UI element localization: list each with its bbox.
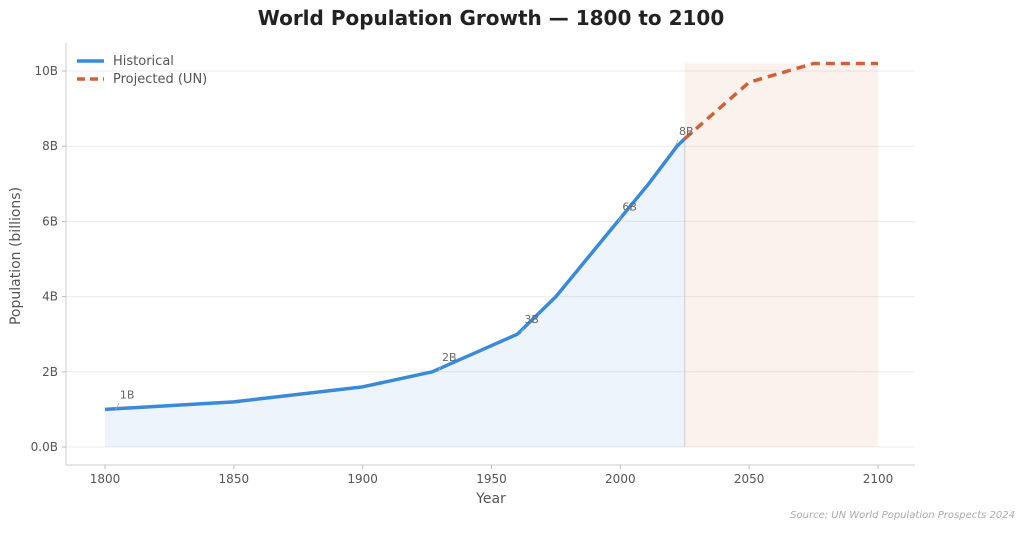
historical-area bbox=[105, 138, 685, 447]
y-tick-label: 6B bbox=[42, 214, 58, 228]
annotation-arrow bbox=[115, 403, 120, 410]
annotation-arrow bbox=[674, 140, 679, 147]
legend-projected-label: Projected (UN) bbox=[113, 72, 207, 87]
projected-line bbox=[683, 61, 878, 140]
annotation-label: 3B bbox=[524, 313, 539, 326]
annotation-label: 2B bbox=[442, 351, 457, 364]
x-tick-label: 2050 bbox=[734, 472, 765, 486]
legend: Historical Projected (UN) bbox=[77, 54, 207, 87]
y-tick-label: 2B bbox=[42, 365, 58, 379]
x-tick-label: 1950 bbox=[476, 472, 507, 486]
x-tick-label: 1850 bbox=[219, 472, 250, 486]
x-tick-label: 2000 bbox=[605, 472, 636, 486]
legend-historical-label: Historical bbox=[113, 54, 174, 69]
annotation-arrow bbox=[617, 215, 622, 222]
y-tick-label: 0.0B bbox=[31, 440, 58, 454]
y-axis-label: Population (billions) bbox=[8, 187, 24, 325]
annotation-arrow bbox=[437, 365, 442, 372]
x-tick-label: 2100 bbox=[863, 472, 894, 486]
historical-line bbox=[104, 137, 686, 412]
projection-region bbox=[684, 63, 878, 447]
annotation-label: 8B bbox=[679, 125, 694, 138]
source-note: Source: UN World Population Prospects 20… bbox=[790, 510, 1015, 521]
annotation-label: 1B bbox=[120, 388, 135, 401]
x-tick-label: 1800 bbox=[90, 472, 121, 486]
y-tick-label: 10B bbox=[34, 64, 58, 78]
x-axis-label: Year bbox=[475, 491, 506, 507]
x-tick-label: 1900 bbox=[347, 472, 378, 486]
annotation-arrow bbox=[520, 328, 524, 335]
annotation-label: 6B bbox=[622, 200, 637, 213]
y-tick-label: 8B bbox=[42, 139, 58, 153]
chart-title: World Population Growth — 1800 to 2100 bbox=[258, 6, 725, 30]
y-tick-label: 4B bbox=[42, 290, 58, 304]
